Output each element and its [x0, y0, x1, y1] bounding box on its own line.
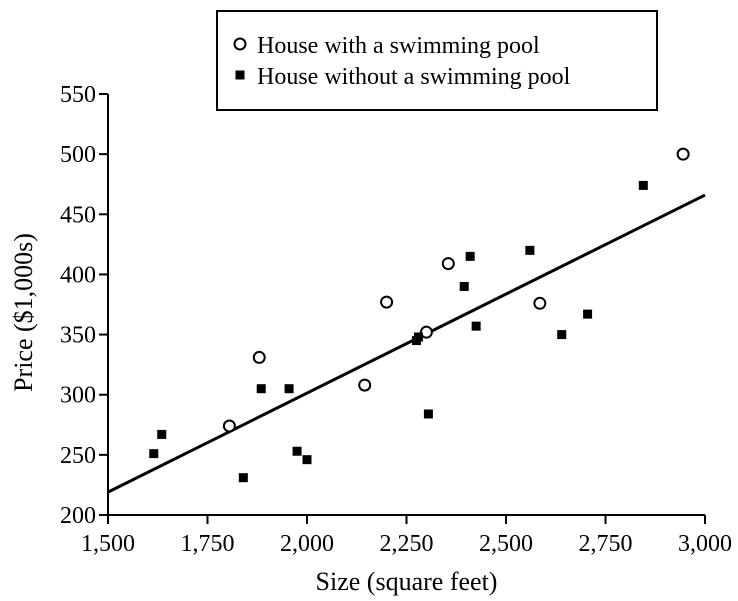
trend-line-group [107, 193, 706, 494]
data-point-with-pool [533, 296, 547, 310]
data-point-without-pool [638, 180, 648, 190]
y-tick-label: 350 [60, 323, 96, 349]
y-tick-label: 500 [60, 142, 96, 168]
data-point-without-pool [471, 321, 481, 331]
data-point-with-pool [252, 350, 266, 364]
y-tick-label: 200 [60, 503, 96, 529]
x-tick-label: 1,750 [181, 531, 235, 557]
legend-marker-filled-square [235, 70, 245, 80]
y-tick-label: 300 [60, 383, 96, 409]
y-tick-label: 550 [60, 82, 96, 108]
data-point-without-pool [284, 384, 294, 394]
y-tick-label: 250 [60, 443, 96, 469]
data-point-without-pool [413, 332, 423, 342]
data-point-without-pool [459, 281, 469, 291]
legend-box [216, 10, 658, 111]
data-point-without-pool [157, 429, 167, 439]
x-tick-label: 2,500 [479, 531, 533, 557]
data-point-with-pool [358, 378, 372, 392]
data-points [149, 147, 690, 483]
legend-label: House without a swimming pool [257, 64, 571, 90]
x-tick-label: 2,250 [380, 531, 434, 557]
axes: 200 250 300 350 400 450 500 550 1,500 1,750 2,000 2… [60, 82, 732, 557]
data-point-with-pool [222, 419, 236, 433]
y-axis-title: Price ($1,000s) [9, 233, 38, 392]
y-tick-label: 450 [60, 202, 96, 228]
data-point-with-pool [676, 147, 690, 161]
x-tick-label: 3,000 [678, 531, 732, 557]
data-point-without-pool [238, 473, 248, 483]
data-point-without-pool [149, 449, 159, 459]
data-point-without-pool [302, 455, 312, 465]
data-point-without-pool [256, 384, 266, 394]
trend-line [107, 193, 706, 494]
data-point-without-pool [525, 245, 535, 255]
legend: House with a swimming pool House without … [216, 10, 658, 111]
x-tick-label: 2,000 [280, 531, 334, 557]
data-point-without-pool [465, 251, 475, 261]
x-axis-title: Size (square feet) [316, 567, 498, 596]
legend-label: House with a swimming pool [257, 33, 540, 59]
data-point-without-pool [292, 446, 302, 456]
legend-marker-open-circle [233, 37, 247, 51]
data-point-with-pool [441, 257, 455, 271]
data-point-without-pool [583, 309, 593, 319]
data-point-without-pool [423, 409, 433, 419]
x-tick-label: 1,500 [81, 531, 135, 557]
data-point-with-pool [380, 295, 394, 309]
x-tick-label: 2,750 [579, 531, 633, 557]
data-point-with-pool [419, 325, 433, 339]
data-point-without-pool [557, 330, 567, 340]
y-tick-label: 400 [60, 262, 96, 288]
